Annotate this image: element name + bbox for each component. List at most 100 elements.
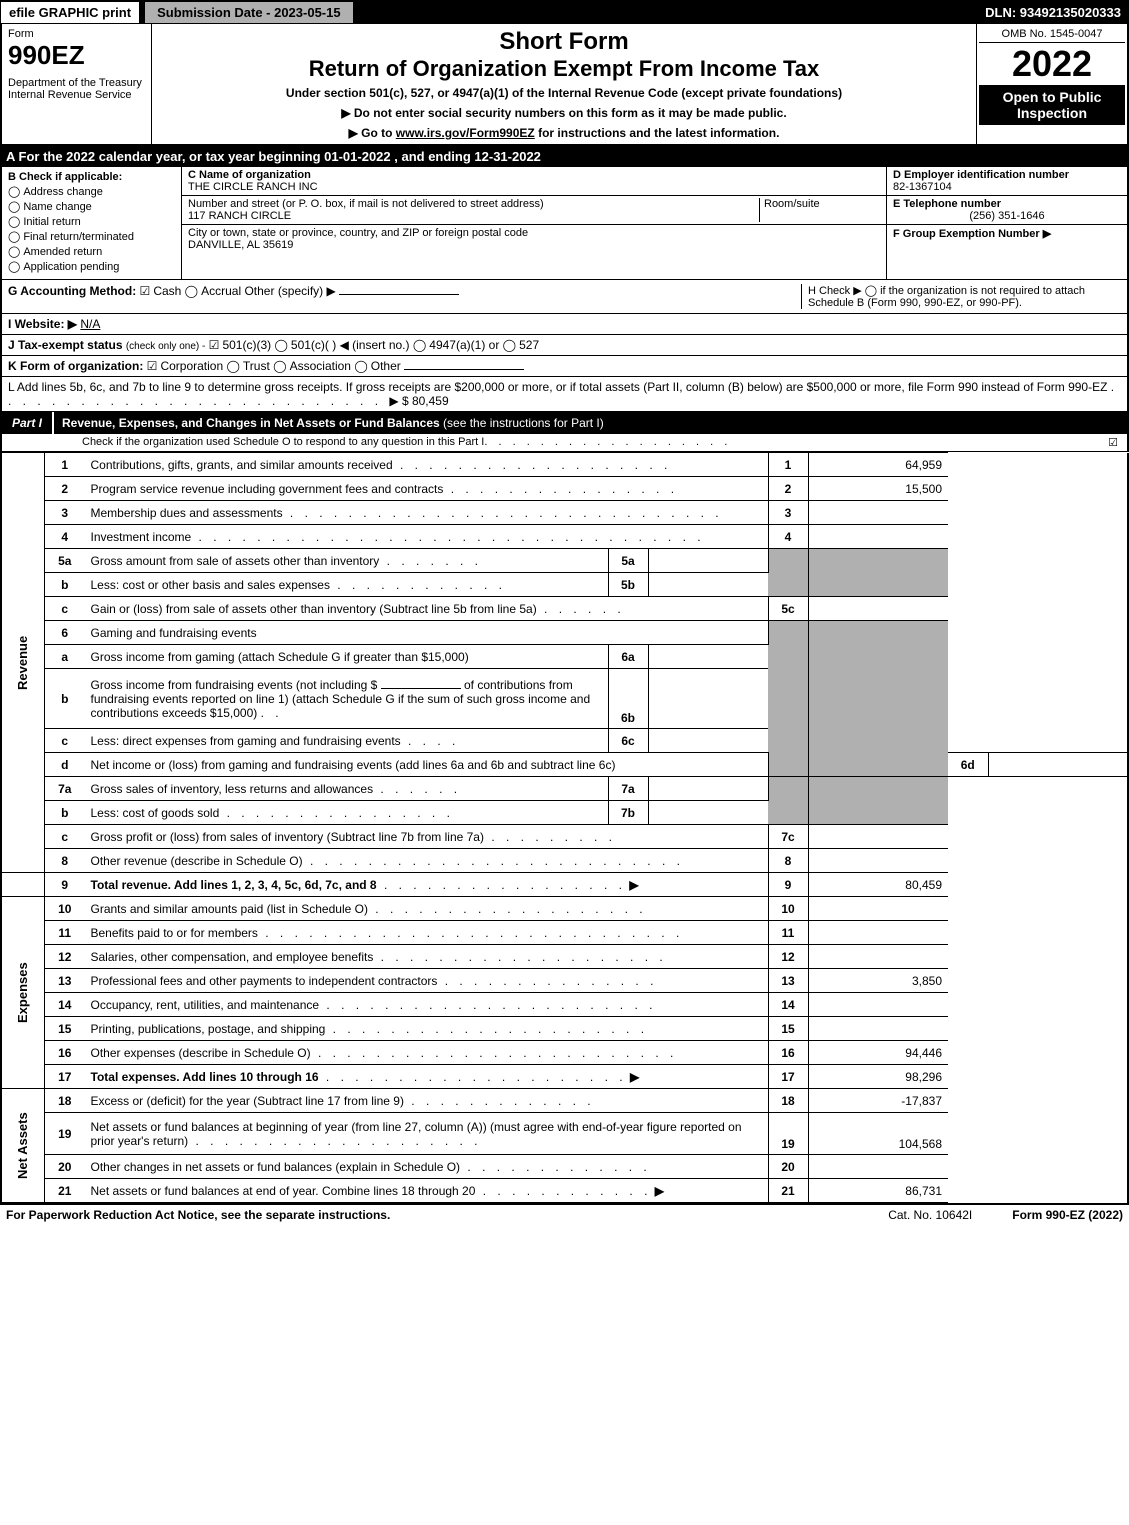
ln8-num: 8: [45, 849, 85, 873]
paperwork-notice: For Paperwork Reduction Act Notice, see …: [6, 1208, 390, 1222]
ln6a-subamt: [648, 645, 768, 669]
ln6-shaded: [768, 621, 808, 777]
ln5c-amt: [808, 597, 948, 621]
row-j-tax-exempt: J Tax-exempt status (check only one) - 5…: [0, 335, 1129, 356]
ln16-num: 16: [45, 1041, 85, 1065]
dept-treasury: Department of the Treasury Internal Reve…: [8, 77, 145, 101]
ln21-num: 21: [45, 1179, 85, 1203]
ln14-amt: [808, 993, 948, 1017]
ln10-num: 10: [45, 897, 85, 921]
ln3-amt: [808, 501, 948, 525]
k-label: K Form of organization:: [8, 359, 143, 373]
ln15-amt-label: 15: [768, 1017, 808, 1041]
ln11-amt: [808, 921, 948, 945]
k-corporation[interactable]: Corporation: [147, 359, 223, 373]
ln21-desc: Net assets or fund balances at end of ye…: [85, 1179, 769, 1203]
addr-label: Number and street (or P. O. box, if mail…: [188, 198, 544, 210]
ln11-num: 11: [45, 921, 85, 945]
ln5b-desc: Less: cost or other basis and sales expe…: [85, 573, 609, 597]
g-other-field[interactable]: [339, 294, 459, 295]
room-label: Room/suite: [764, 198, 820, 210]
efile-print-button[interactable]: efile GRAPHIC print: [0, 1, 140, 24]
part1-title-text: Revenue, Expenses, and Changes in Net As…: [62, 416, 440, 430]
ln17-amt-label: 17: [768, 1065, 808, 1089]
k-other-field[interactable]: [404, 369, 524, 370]
ln7a-num: 7a: [45, 777, 85, 801]
ln20-num: 20: [45, 1155, 85, 1179]
j-501c[interactable]: 501(c)( ) ◀ (insert no.): [274, 338, 409, 352]
ln9-desc: Total revenue. Add lines 1, 2, 3, 4, 5c,…: [85, 873, 769, 897]
ln6-shaded-amt: [808, 621, 948, 777]
ln6d-amt: [988, 753, 1128, 777]
ln3-num: 3: [45, 501, 85, 525]
ln6b-num: b: [45, 669, 85, 729]
e-phone-label: E Telephone number: [893, 198, 1001, 210]
ln13-desc: Professional fees and other payments to …: [85, 969, 769, 993]
j-501c3[interactable]: 501(c)(3): [209, 338, 271, 352]
ln8-desc: Other revenue (describe in Schedule O) .…: [85, 849, 769, 873]
ln15-num: 15: [45, 1017, 85, 1041]
ln5a-desc: Gross amount from sale of assets other t…: [85, 549, 609, 573]
ln18-num: 18: [45, 1089, 85, 1113]
ln6a-sublabel: 6a: [608, 645, 648, 669]
g-label: G Accounting Method:: [8, 284, 136, 298]
irs-link[interactable]: www.irs.gov/Form990EZ: [396, 126, 535, 140]
row-l-gross-receipts: L Add lines 5b, 6c, and 7b to line 9 to …: [0, 377, 1129, 412]
ln21-amt: 86,731: [808, 1179, 948, 1203]
instr-goto-pre: ▶ Go to: [349, 126, 396, 140]
return-title: Return of Organization Exempt From Incom…: [160, 56, 968, 82]
g-other[interactable]: Other (specify) ▶: [244, 284, 335, 298]
g-accrual[interactable]: Accrual: [185, 284, 241, 298]
part1-check-box[interactable]: [1108, 436, 1121, 449]
ln9-num: 9: [45, 873, 85, 897]
ln3-desc: Membership dues and assessments . . . . …: [85, 501, 769, 525]
ln5b-subamt: [648, 573, 768, 597]
page-footer: For Paperwork Reduction Act Notice, see …: [0, 1203, 1129, 1225]
k-association[interactable]: Association: [273, 359, 351, 373]
cb-initial-return[interactable]: Initial return: [8, 215, 175, 228]
ln12-amt-label: 12: [768, 945, 808, 969]
ln12-desc: Salaries, other compensation, and employ…: [85, 945, 769, 969]
ln7ab-shaded: [768, 777, 808, 825]
org-address: 117 RANCH CIRCLE: [188, 210, 291, 222]
cb-application-pending[interactable]: Application pending: [8, 260, 175, 273]
submission-date: Submission Date - 2023-05-15: [144, 1, 354, 24]
cb-final-return[interactable]: Final return/terminated: [8, 230, 175, 243]
f-group-label: F Group Exemption Number ▶: [893, 228, 1051, 240]
ln10-desc: Grants and similar amounts paid (list in…: [85, 897, 769, 921]
under-section: Under section 501(c), 527, or 4947(a)(1)…: [160, 86, 968, 100]
short-form-title: Short Form: [160, 28, 968, 56]
ln14-num: 14: [45, 993, 85, 1017]
i-label: I Website: ▶: [8, 317, 77, 331]
ln5a-subamt: [648, 549, 768, 573]
j-527[interactable]: 527: [503, 338, 539, 352]
ln6c-sublabel: 6c: [608, 729, 648, 753]
ln12-num: 12: [45, 945, 85, 969]
cb-amended-return[interactable]: Amended return: [8, 245, 175, 258]
ln7a-sublabel: 7a: [608, 777, 648, 801]
website-value: N/A: [80, 317, 100, 331]
cb-address-change[interactable]: Address change: [8, 185, 175, 198]
ln14-amt-label: 14: [768, 993, 808, 1017]
ln13-num: 13: [45, 969, 85, 993]
phone-value: (256) 351-1646: [893, 210, 1121, 222]
part1-title: Revenue, Expenses, and Changes in Net As…: [54, 412, 1127, 434]
ln1-amt: 64,959: [808, 453, 948, 477]
ln11-desc: Benefits paid to or for members . . . . …: [85, 921, 769, 945]
cb-name-change[interactable]: Name change: [8, 200, 175, 213]
ln6c-desc: Less: direct expenses from gaming and fu…: [85, 729, 609, 753]
k-other[interactable]: Other: [354, 359, 400, 373]
j-label: J Tax-exempt status: [8, 338, 123, 352]
ln1-amt-label: 1: [768, 453, 808, 477]
k-trust[interactable]: Trust: [226, 359, 269, 373]
g-cash[interactable]: Cash: [140, 284, 182, 298]
ln6b-blank[interactable]: [381, 688, 461, 689]
ln6c-subamt: [648, 729, 768, 753]
ln14-desc: Occupancy, rent, utilities, and maintena…: [85, 993, 769, 1017]
j-4947[interactable]: 4947(a)(1) or: [413, 338, 499, 352]
d-ein-label: D Employer identification number: [893, 169, 1069, 181]
ln19-amt: 104,568: [808, 1113, 948, 1155]
ln2-amt-label: 2: [768, 477, 808, 501]
part1-check-text: Check if the organization used Schedule …: [82, 436, 484, 449]
side-netassets: Net Assets: [1, 1089, 45, 1203]
